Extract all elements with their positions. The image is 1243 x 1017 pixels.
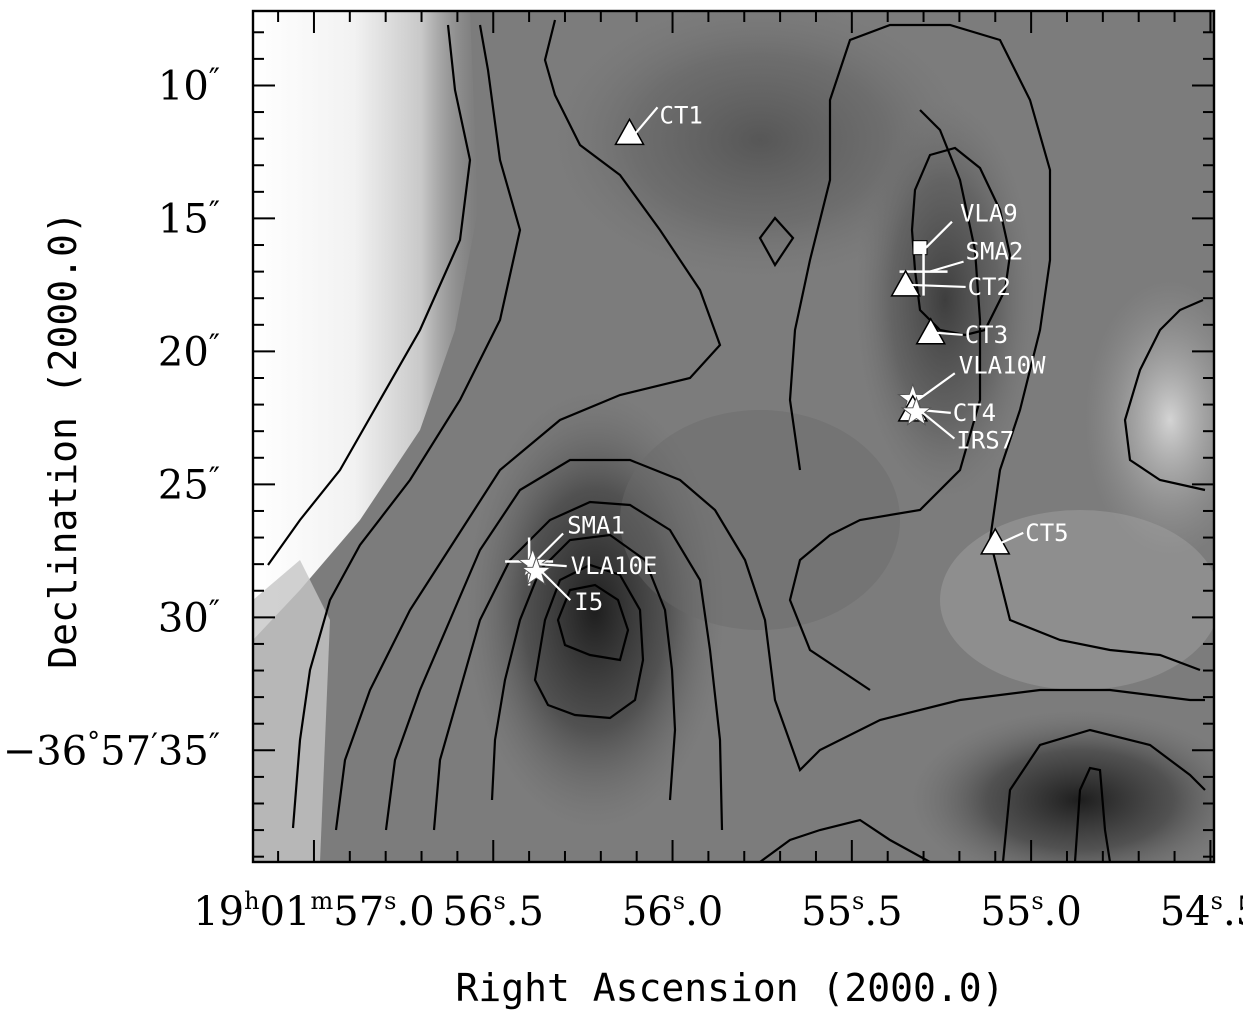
source-leader-line [541, 571, 572, 601]
source-label: I5 [574, 588, 603, 616]
contour-line [384, 458, 1205, 831]
x-tick-label: 54s.5 [1160, 887, 1243, 935]
source-label: VLA10E [571, 552, 658, 580]
contour-line [291, 24, 522, 829]
triangle-marker [890, 269, 921, 297]
contour-line [556, 583, 630, 662]
x-tick-label: 19h01m57s.0 [193, 887, 434, 935]
y-tick-label: 30″ [158, 594, 220, 641]
source-vla10e: VLA10E [516, 547, 658, 580]
source-leader-line [918, 372, 956, 401]
x-tick-label: 55s.0 [980, 887, 1081, 935]
source-label: CT3 [965, 321, 1008, 349]
source-label: CT4 [953, 399, 996, 427]
contour-line [432, 500, 724, 831]
source-label: CT5 [1025, 519, 1068, 547]
contour-line [759, 818, 931, 862]
source-vla9: VLA9 [912, 200, 1018, 256]
plot-frame [251, 9, 1216, 864]
x-tick-label: 55s.5 [801, 887, 902, 935]
source-ct5: CT5 [979, 519, 1069, 555]
x-tick-label: 56s.5 [443, 887, 544, 935]
square-marker [912, 240, 928, 256]
source-leader-line [911, 283, 966, 289]
contour-line [788, 109, 982, 691]
star-marker [900, 396, 933, 426]
source-ct2: CT2 [890, 269, 1011, 301]
contour-line [910, 146, 1012, 337]
contour-line [1123, 298, 1206, 492]
source-label: IRS7 [956, 427, 1014, 455]
greyscale-intensity-image [253, 11, 1214, 862]
star-marker [520, 555, 552, 586]
source-leader-line [936, 331, 963, 336]
contour-line [758, 216, 795, 268]
source-label: SMA1 [567, 511, 625, 539]
contour-lines [267, 19, 1206, 862]
y-tick-label: 15″ [158, 195, 220, 242]
x-axis-title: Right Ascension (2000.0) [455, 966, 1005, 1010]
y-tick-label: −36°57′35″ [3, 727, 220, 774]
source-vla10w: VLA10W [897, 351, 1046, 413]
source-label: CT2 [968, 273, 1011, 301]
source-leader-line [929, 260, 964, 273]
source-label: VLA10W [959, 351, 1046, 379]
triangle-marker [915, 317, 946, 345]
contour-line [1073, 766, 1112, 862]
y-tick-label: 20″ [158, 328, 220, 375]
source-leader-line [925, 220, 953, 249]
source-leader-line [634, 106, 659, 135]
source-leader-line [534, 532, 564, 563]
source-i5: I5 [520, 555, 603, 616]
source-ct3: CT3 [915, 317, 1008, 349]
contour-line [490, 533, 677, 801]
y-tick-label: 25″ [158, 461, 220, 508]
source-leader-line [538, 563, 567, 568]
source-label: SMA2 [966, 238, 1024, 266]
contour-line [267, 24, 472, 566]
source-sma1: SMA1 [505, 511, 625, 586]
source-ct1: CT1 [614, 101, 703, 146]
contour-line [788, 23, 1201, 672]
source-leader-line [921, 411, 956, 440]
source-sma2: SMA2 [899, 238, 1024, 296]
source-label: CT1 [660, 101, 703, 129]
source-irs7: IRS7 [900, 396, 1014, 455]
source-leader-line [1000, 531, 1024, 544]
source-label: VLA9 [960, 200, 1018, 228]
contour-line [1001, 728, 1206, 862]
contour-line [334, 19, 722, 831]
y-axis-title: Declination (2000.0) [41, 211, 85, 669]
y-tick-label: 10″ [158, 62, 220, 109]
x-tick-label: 56s.0 [622, 887, 723, 935]
axis-ticks [253, 11, 1214, 862]
